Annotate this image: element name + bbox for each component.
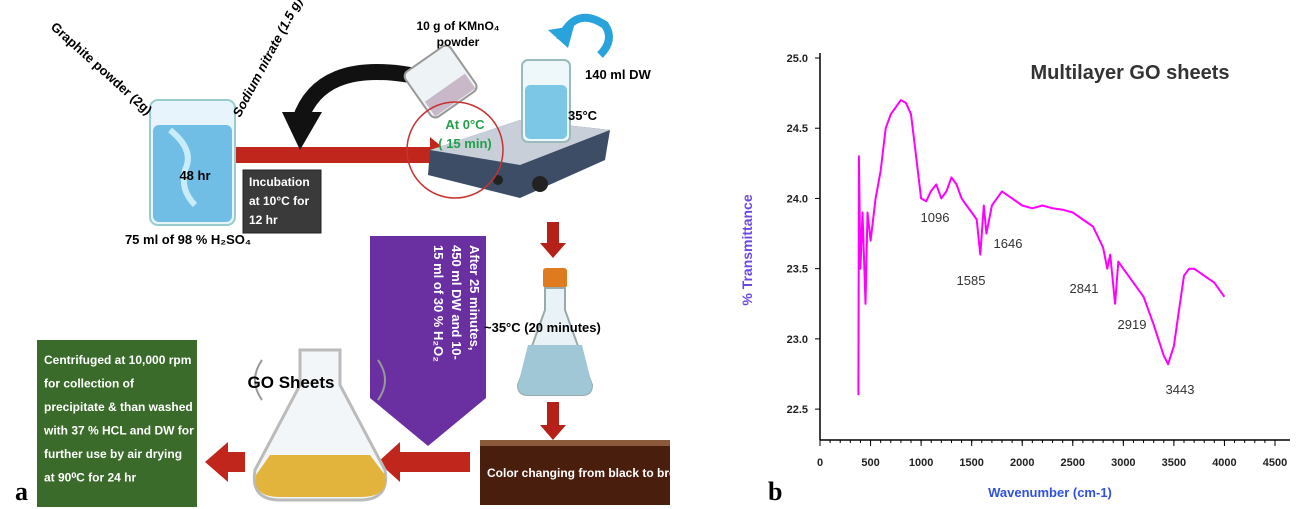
flask [402,43,479,120]
text-line: precipitate & than washed [44,400,193,414]
y-tick-label: 23.0 [787,334,808,346]
x-tick-label: 4500 [1263,457,1287,469]
panel-label: b [768,477,782,506]
label: After 25 minutes,450 ml DW and 10-15 ml … [431,245,482,362]
figure: a Graphite powder (2g) Sodium nitrate (1… [0,0,1299,509]
text-line: powder [437,35,480,49]
text-line: After 25 minutes, [467,245,482,350]
curved-arrow-head [282,112,322,150]
text-line: ( 15 min) [438,136,491,151]
label: Graphite powder (2g) [48,19,155,118]
arrow [540,222,566,258]
label: Color changing from black to brown [487,466,693,480]
page: a Graphite powder (2g) Sodium nitrate (1… [0,0,1299,509]
x-tick-label: 3000 [1111,457,1135,469]
label: 35°C [568,108,598,123]
text-line: with 37 % HCL and DW for [43,424,194,438]
label: 75 ml of 98 % H₂SO₄ [125,232,251,247]
beaker [150,100,235,225]
text-line: Incubation [249,175,310,189]
label: GO Sheets [248,373,335,392]
chart-title: Multilayer GO sheets [1031,62,1230,84]
peak-label: 1096 [921,210,950,225]
peak-label: 2841 [1070,281,1099,296]
y-axis-label: % Transmittance [739,194,755,305]
y-tick-label: 23.5 [787,264,808,276]
spectrum-line [858,100,1224,395]
color-box-edge [480,440,670,446]
y-tick-label: 24.5 [787,123,808,135]
peak-label: 1646 [994,236,1023,251]
label: Sodium nitrate (1.5 g) [229,0,305,119]
x-tick-label: 2000 [1010,457,1034,469]
y-tick-label: 25.0 [787,53,808,65]
text-line: 15 ml of 30 % H₂O₂ [431,245,446,362]
text-line: further use by air drying [44,447,182,461]
x-tick-label: 0 [817,457,823,469]
x-tick-label: 1000 [909,457,933,469]
x-tick-label: 4000 [1212,457,1236,469]
text-line: at 10°C for [249,194,309,208]
x-tick-label: 500 [861,457,879,469]
label: 10 g of KMnO₄ powder [416,19,499,49]
label: 140 ml DW [585,67,651,82]
blue-arrow-head [548,26,574,48]
arrow [205,442,245,482]
y-tick-label: 24.0 [787,193,808,205]
label: ~35°C (20 minutes) [484,320,601,335]
arrow [378,442,470,482]
small-beaker [522,60,570,142]
text-line: 450 ml DW and 10- [449,245,464,360]
arrow [540,402,566,440]
text-line: 12 hr [249,213,278,227]
text-line: at 90⁰C for 24 hr [44,471,137,485]
text-line: Centrifuged at 10,000 rpm [44,353,191,367]
label: 48 hr [179,168,210,183]
arrow [236,137,452,173]
panel-label: a [15,477,28,506]
text-line: 10 g of KMnO₄ [416,19,499,33]
text-line: At 0°C [445,117,485,132]
text-line: for collection of [44,377,135,391]
x-tick-label: 1500 [959,457,983,469]
x-tick-label: 3500 [1162,457,1186,469]
y-tick-label: 22.5 [787,404,808,416]
peak-label: 2919 [1118,317,1147,332]
x-axis-label: Wavenumber (cm-1) [988,485,1112,500]
x-tick-label: 2500 [1061,457,1085,469]
peak-label: 1585 [957,273,986,288]
peak-label: 3443 [1166,382,1195,397]
